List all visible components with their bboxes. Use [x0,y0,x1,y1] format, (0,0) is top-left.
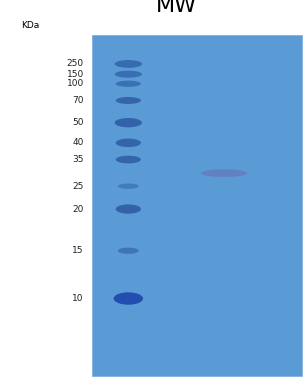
Text: 20: 20 [73,204,84,213]
Text: 40: 40 [73,138,84,147]
Text: MW: MW [156,0,197,16]
Ellipse shape [115,71,142,78]
Text: 250: 250 [67,59,84,68]
Ellipse shape [113,292,143,305]
Ellipse shape [118,184,139,189]
Text: 50: 50 [72,118,84,127]
Ellipse shape [116,204,141,214]
Ellipse shape [116,139,141,147]
Ellipse shape [116,156,141,163]
Text: 15: 15 [72,246,84,255]
Text: 150: 150 [66,70,84,79]
Ellipse shape [116,97,141,104]
Text: KDa: KDa [21,21,40,30]
Ellipse shape [201,169,247,177]
Ellipse shape [115,118,142,127]
Text: 35: 35 [72,155,84,164]
Ellipse shape [115,60,142,68]
Text: 70: 70 [72,96,84,105]
Ellipse shape [116,81,141,87]
Text: 100: 100 [66,79,84,88]
Text: 25: 25 [73,182,84,191]
Text: 10: 10 [72,294,84,303]
Ellipse shape [118,248,139,254]
FancyBboxPatch shape [92,35,302,376]
